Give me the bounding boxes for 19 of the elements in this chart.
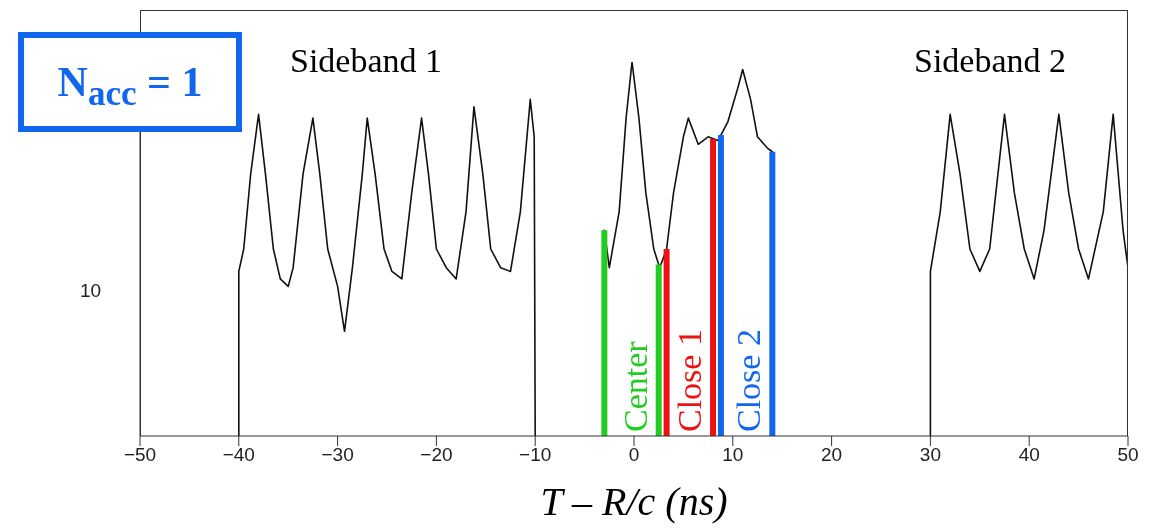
x-tick-label: 0: [628, 444, 640, 466]
x-tick-label: −30: [321, 444, 354, 466]
ref-line-label: Center: [616, 340, 654, 432]
x-tick-label: −40: [222, 444, 255, 466]
x-axis-title: T – R/c (ns): [539, 478, 729, 525]
annotation: Sideband 2: [914, 42, 1067, 80]
x-tick-label: −10: [519, 444, 552, 466]
x-tick-label: 50: [1117, 444, 1139, 466]
x-tick-label: 30: [919, 444, 941, 466]
x-tick-label: −50: [123, 444, 157, 466]
ref-line-label: Close 1: [671, 329, 709, 432]
x-tick-label: −20: [420, 444, 453, 466]
ref-line-label: Close 2: [730, 329, 768, 432]
annotation: N$_{acc}$ = 1: [57, 59, 203, 114]
x-tick-label: 40: [1018, 444, 1040, 466]
annotation: Sideband 1: [290, 42, 443, 80]
text: 10: [80, 280, 102, 302]
x-tick-label: 20: [821, 444, 843, 466]
x-tick-label: 10: [722, 444, 744, 466]
